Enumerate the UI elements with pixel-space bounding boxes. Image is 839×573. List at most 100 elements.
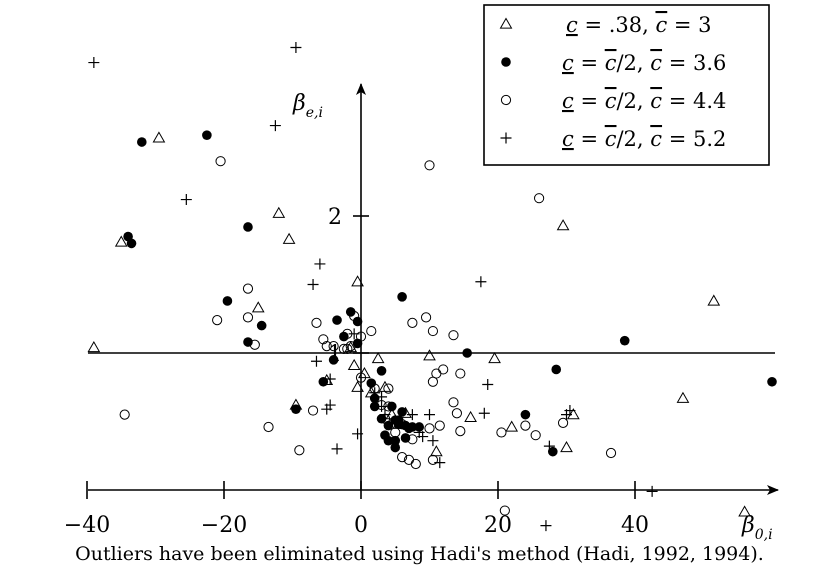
data-point xyxy=(407,422,418,432)
data-point xyxy=(376,413,387,424)
data-point xyxy=(215,156,226,167)
data-point xyxy=(272,206,286,218)
data-point xyxy=(707,294,721,306)
data-point xyxy=(351,275,364,287)
data-point xyxy=(560,441,573,453)
data-point xyxy=(249,339,260,350)
data-point xyxy=(397,452,408,463)
data-point xyxy=(348,328,360,340)
data-point xyxy=(331,443,343,455)
legend: c = .38, c = 3 c = c/2, c = 3.6 c = c/2, c… xyxy=(483,4,770,166)
data-point xyxy=(349,310,360,322)
series-2 xyxy=(123,130,777,457)
data-point xyxy=(390,442,401,453)
data-point xyxy=(397,292,407,302)
data-point xyxy=(383,435,394,446)
data-point xyxy=(222,296,233,306)
data-point xyxy=(389,414,401,426)
data-point xyxy=(290,41,302,53)
data-point xyxy=(342,343,353,354)
data-point xyxy=(424,423,435,434)
data-point xyxy=(378,380,392,392)
data-point xyxy=(390,427,401,438)
data-point xyxy=(540,520,552,532)
data-point xyxy=(738,505,751,517)
data-point xyxy=(464,410,477,423)
data-point xyxy=(318,334,329,345)
legend-entry: c = c/2, c = 5.2 xyxy=(562,127,726,151)
data-point xyxy=(321,341,332,352)
data-point xyxy=(345,307,356,317)
data-point xyxy=(137,137,147,147)
data-point xyxy=(427,454,439,465)
data-point xyxy=(556,219,570,231)
legend-marker xyxy=(499,17,513,29)
data-point xyxy=(543,440,555,452)
data-point xyxy=(676,391,690,403)
data-point xyxy=(619,335,630,346)
data-point xyxy=(551,364,562,375)
data-point xyxy=(352,316,363,327)
data-point xyxy=(397,419,408,430)
data-point xyxy=(328,341,339,352)
data-point xyxy=(566,408,580,420)
data-point xyxy=(202,130,212,140)
data-point xyxy=(321,403,333,415)
data-point xyxy=(427,325,439,337)
data-point xyxy=(390,435,401,446)
data-point xyxy=(376,391,388,403)
data-point xyxy=(429,445,443,457)
data-point xyxy=(431,368,442,379)
data-point xyxy=(251,301,265,313)
data-point xyxy=(269,120,281,132)
y-tick-label: 2 xyxy=(328,205,342,230)
data-point xyxy=(557,417,569,428)
data-point xyxy=(397,407,407,417)
data-point xyxy=(376,400,388,412)
data-point xyxy=(347,358,361,370)
x-tick-label: 20 xyxy=(484,513,512,538)
data-point xyxy=(406,409,418,421)
data-point xyxy=(424,160,435,171)
x-axis-ticks: −40 −20 0 20 40 xyxy=(64,481,649,538)
legend-entry: c = c/2, c = 4.4 xyxy=(562,89,726,113)
data-point xyxy=(605,447,617,459)
data-point xyxy=(369,387,381,399)
data-point xyxy=(291,404,301,414)
data-point xyxy=(520,420,531,431)
data-point xyxy=(482,379,494,391)
data-point xyxy=(282,232,296,244)
data-point xyxy=(423,349,436,361)
data-point xyxy=(407,434,418,445)
data-point xyxy=(438,364,449,375)
data-point xyxy=(88,57,100,69)
data-point xyxy=(379,409,391,421)
data-point xyxy=(114,235,128,247)
data-point xyxy=(243,222,253,232)
series-3 xyxy=(119,156,617,516)
data-point xyxy=(505,420,519,432)
data-point xyxy=(352,428,364,440)
data-point xyxy=(126,238,137,249)
legend-marker xyxy=(501,57,511,67)
legend-box xyxy=(483,4,770,166)
data-point xyxy=(462,348,472,358)
data-point xyxy=(314,258,326,270)
data-point xyxy=(371,351,385,364)
figure-caption: Outliers have been eliminated using Hadi… xyxy=(75,543,764,565)
data-point xyxy=(383,383,394,394)
data-point xyxy=(338,343,349,354)
data-point xyxy=(410,458,421,470)
data-point xyxy=(420,312,432,323)
x-tick-label: 0 xyxy=(354,513,368,538)
data-point xyxy=(318,376,329,387)
data-point xyxy=(448,397,459,408)
data-point xyxy=(212,315,223,326)
data-point xyxy=(530,430,541,441)
data-point xyxy=(417,431,429,443)
data-point xyxy=(355,372,367,383)
data-point xyxy=(366,325,377,337)
data-points xyxy=(87,41,777,532)
data-point xyxy=(242,312,254,323)
